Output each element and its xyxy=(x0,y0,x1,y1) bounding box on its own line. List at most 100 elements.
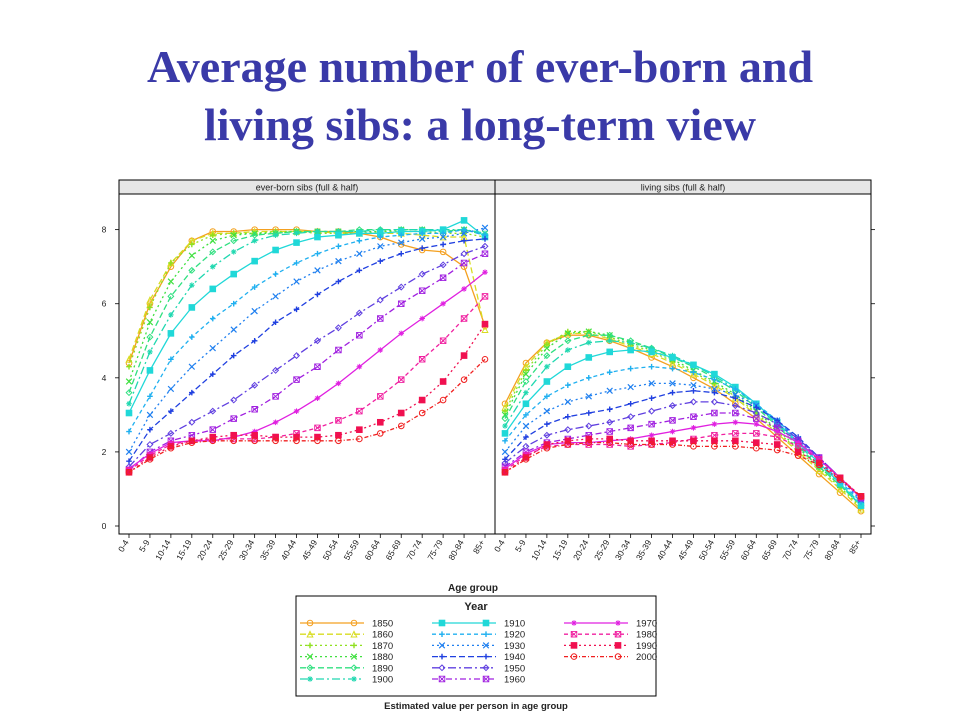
legend-label: 1890 xyxy=(372,663,393,674)
data-point xyxy=(293,433,300,441)
data-point xyxy=(544,341,550,348)
data-point xyxy=(314,433,321,441)
data-point xyxy=(147,450,153,457)
x-tick-label: 85+ xyxy=(847,538,863,556)
data-point xyxy=(293,239,300,246)
x-tick-label: 70-74 xyxy=(404,538,424,562)
data-point xyxy=(272,293,279,300)
data-point xyxy=(419,315,425,322)
data-point xyxy=(564,441,572,448)
legend-caption: Estimated value per person in age group xyxy=(384,701,568,712)
data-point xyxy=(502,408,508,414)
x-axis-title: Age group xyxy=(448,583,498,594)
data-point xyxy=(753,421,760,427)
x-tick-label: 60-64 xyxy=(738,538,758,562)
data-point xyxy=(146,456,154,463)
data-point xyxy=(564,330,572,337)
slide-title-line-2: living sibs: a long-term view xyxy=(204,99,756,150)
legend-marker xyxy=(482,664,490,672)
series-1930 xyxy=(125,224,489,456)
series-1960 xyxy=(125,250,489,474)
data-point xyxy=(753,404,760,411)
data-point xyxy=(147,304,153,311)
data-point xyxy=(209,237,216,244)
slide-title: Average number of ever-born and living s… xyxy=(0,38,960,154)
x-tick-label: 80-84 xyxy=(446,538,466,562)
data-point xyxy=(627,413,635,421)
data-point xyxy=(335,346,342,354)
series-1870 xyxy=(502,328,864,511)
data-point xyxy=(501,411,509,419)
data-point xyxy=(251,307,258,315)
data-point xyxy=(376,430,384,437)
data-point xyxy=(251,257,258,265)
x-tick-label: 15-19 xyxy=(174,538,194,562)
data-point xyxy=(146,333,154,341)
data-point xyxy=(815,459,823,467)
data-point xyxy=(439,378,447,385)
data-point xyxy=(543,441,551,448)
data-point xyxy=(418,235,426,243)
data-point xyxy=(209,263,216,270)
data-point xyxy=(167,278,175,285)
legend-marker xyxy=(438,664,446,672)
x-tick-label: 15-19 xyxy=(550,538,570,562)
data-point xyxy=(585,331,593,339)
data-point xyxy=(168,312,174,318)
data-point xyxy=(188,437,196,445)
data-point xyxy=(711,370,718,378)
data-point xyxy=(356,230,363,237)
data-point xyxy=(293,278,300,285)
data-point xyxy=(502,437,508,444)
data-point xyxy=(543,444,551,452)
data-point xyxy=(648,432,655,439)
data-point xyxy=(669,365,676,372)
data-point xyxy=(209,285,217,293)
data-point xyxy=(501,448,509,456)
data-point xyxy=(189,334,195,340)
x-tick-label: 25-29 xyxy=(592,538,612,562)
data-point xyxy=(648,348,655,356)
data-point xyxy=(293,376,300,383)
series-2000 xyxy=(501,439,865,500)
x-tick-label: 35-39 xyxy=(258,538,278,562)
data-point xyxy=(335,417,342,424)
x-tick-label: 80-84 xyxy=(822,538,842,562)
data-point xyxy=(481,224,489,232)
legend-label: 1870 xyxy=(372,641,393,652)
data-point xyxy=(293,437,300,445)
series-1970 xyxy=(126,269,488,472)
series-line xyxy=(504,382,862,501)
legend-marker xyxy=(350,619,358,627)
data-point xyxy=(376,418,384,426)
panel-2: living sibs (full & half) 0-4 5-9 10-14 15-1… xyxy=(492,179,875,562)
data-point xyxy=(335,278,342,285)
series-1900 xyxy=(502,337,864,507)
data-point xyxy=(168,408,174,414)
legend-marker xyxy=(570,653,578,660)
data-point xyxy=(314,395,321,401)
panel-strip-label: ever-born sibs (full & half) xyxy=(256,183,359,193)
x-tick-label: 20-24 xyxy=(571,538,591,562)
data-point xyxy=(544,421,550,427)
data-point xyxy=(606,439,614,446)
data-point xyxy=(356,250,363,257)
x-tick-label: 55-59 xyxy=(342,538,362,562)
panel-frame xyxy=(494,193,872,535)
data-point xyxy=(356,426,363,433)
legend-item-1930: 1930 xyxy=(432,641,525,652)
legend-marker xyxy=(570,642,578,649)
legend-marker xyxy=(615,620,621,626)
data-point xyxy=(690,382,697,389)
data-point xyxy=(126,458,132,464)
data-point xyxy=(460,315,468,322)
data-point xyxy=(481,293,489,300)
data-point xyxy=(710,381,719,389)
data-point xyxy=(461,237,467,244)
data-point xyxy=(564,363,572,371)
legend-label: 1940 xyxy=(504,652,525,663)
x-tick-label: 70-74 xyxy=(780,538,800,562)
data-point xyxy=(502,423,508,429)
data-point xyxy=(481,250,489,257)
data-point xyxy=(167,292,175,300)
